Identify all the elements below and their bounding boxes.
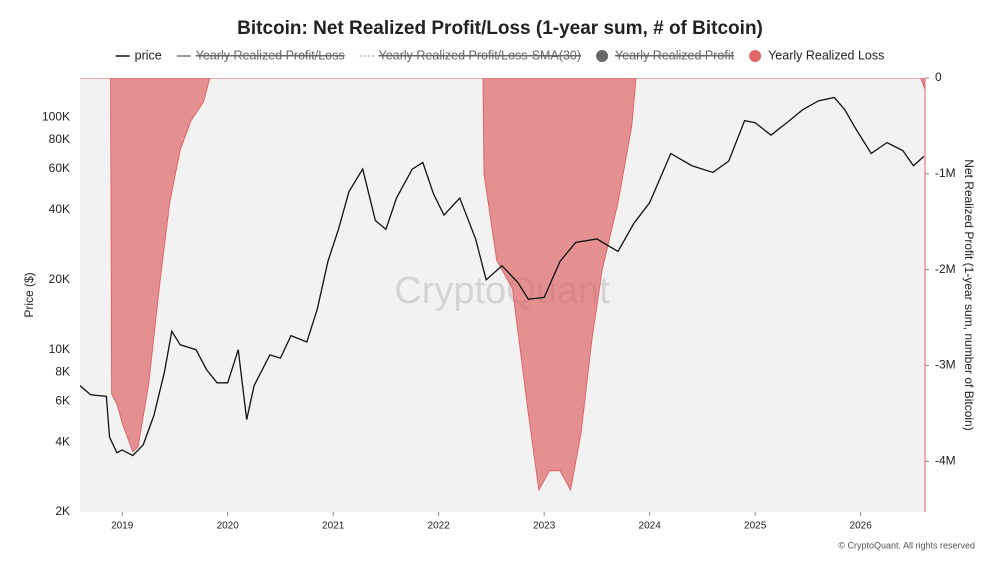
y2-tick-label: -3M — [935, 358, 956, 372]
y-axis-label: Price ($) — [22, 272, 36, 317]
x-tick-label: 2022 — [428, 521, 451, 532]
x-tick-label: 2026 — [850, 521, 873, 532]
y2-tick-label: -1M — [935, 166, 956, 180]
legend: price Yearly Realized Profit/Loss Yearly R… — [115, 48, 884, 62]
x-tick-label: 2020 — [217, 521, 240, 532]
y2-axis-label: Net Realized Profit (1-year sum, number … — [962, 159, 976, 430]
y-tick-label: 100K — [42, 110, 70, 124]
legend-label: Yearly Realized Loss — [768, 48, 884, 62]
y-tick-label: 8K — [55, 364, 70, 378]
legend-label: Yearly Realized Profit/Loss — [196, 48, 345, 62]
y-tick-label: 80K — [49, 132, 70, 146]
legend-label: Yearly Realized Profit — [615, 48, 735, 62]
legend-label: Yearly Realized Profit/Loss-SMA(30) — [379, 48, 581, 62]
x-tick-label: 2023 — [533, 521, 556, 532]
price-line — [80, 96, 925, 457]
y2-tick-label: -4M — [935, 453, 956, 467]
footer: © CryptoQuant. All rights reserved — [838, 540, 975, 550]
x-tick-label: 2021 — [322, 521, 345, 532]
y-tick-label: 2K — [55, 504, 70, 518]
legend-label: price — [135, 48, 162, 62]
legend-marker — [596, 50, 609, 62]
x-tick-label: 2024 — [639, 521, 662, 532]
chart-title: Bitcoin: Net Realized Profit/Loss (1-yea… — [237, 18, 763, 39]
y-tick-label: 6K — [55, 393, 70, 407]
y-tick-label: 10K — [49, 342, 70, 356]
y-tick-label: 4K — [55, 434, 70, 448]
loss-area — [80, 78, 925, 492]
legend-marker — [749, 50, 762, 62]
x-tick-label: 2025 — [744, 521, 767, 532]
y2-tick-label: -2M — [935, 262, 956, 276]
y-tick-label: 40K — [49, 202, 70, 216]
x-tick-label: 2019 — [111, 521, 134, 532]
y-tick-label: 20K — [49, 272, 70, 286]
y2-tick-label: 0 — [935, 70, 942, 84]
y-tick-label: 60K — [49, 161, 70, 175]
